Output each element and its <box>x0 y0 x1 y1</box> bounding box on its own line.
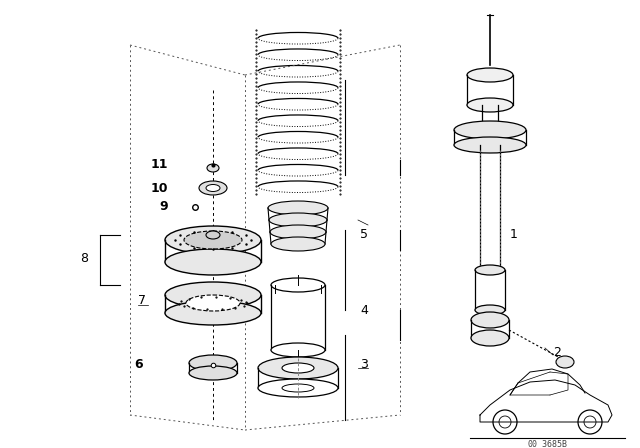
Ellipse shape <box>269 213 327 227</box>
Ellipse shape <box>199 181 227 195</box>
Ellipse shape <box>186 295 240 311</box>
Ellipse shape <box>475 265 505 275</box>
Ellipse shape <box>268 201 328 215</box>
Ellipse shape <box>471 312 509 328</box>
Text: 3: 3 <box>360 358 368 371</box>
Ellipse shape <box>189 355 237 371</box>
Ellipse shape <box>282 363 314 373</box>
Ellipse shape <box>270 225 326 239</box>
Ellipse shape <box>467 98 513 112</box>
Ellipse shape <box>282 384 314 392</box>
Ellipse shape <box>189 366 237 380</box>
Ellipse shape <box>206 185 220 191</box>
Text: 1: 1 <box>510 228 518 241</box>
Text: 11: 11 <box>150 159 168 172</box>
Ellipse shape <box>467 68 513 82</box>
Text: 7: 7 <box>138 293 146 306</box>
Ellipse shape <box>207 164 219 172</box>
Ellipse shape <box>454 121 526 139</box>
Text: 2: 2 <box>553 345 561 358</box>
Text: 6: 6 <box>134 358 143 371</box>
Text: 8: 8 <box>80 251 88 264</box>
Ellipse shape <box>258 379 338 397</box>
Ellipse shape <box>271 237 325 251</box>
Ellipse shape <box>165 282 261 308</box>
Text: 00_3685B: 00_3685B <box>528 439 568 448</box>
Text: 5: 5 <box>360 228 368 241</box>
Ellipse shape <box>206 231 220 239</box>
Ellipse shape <box>475 305 505 315</box>
Ellipse shape <box>165 226 261 254</box>
Ellipse shape <box>271 343 325 357</box>
Ellipse shape <box>556 356 574 368</box>
Text: 10: 10 <box>150 181 168 194</box>
Ellipse shape <box>184 231 242 249</box>
Text: 9: 9 <box>159 201 168 214</box>
Ellipse shape <box>454 137 526 153</box>
Ellipse shape <box>165 249 261 275</box>
Ellipse shape <box>258 357 338 379</box>
Ellipse shape <box>165 301 261 325</box>
Text: 4: 4 <box>360 303 368 316</box>
Ellipse shape <box>471 330 509 346</box>
Ellipse shape <box>271 278 325 292</box>
